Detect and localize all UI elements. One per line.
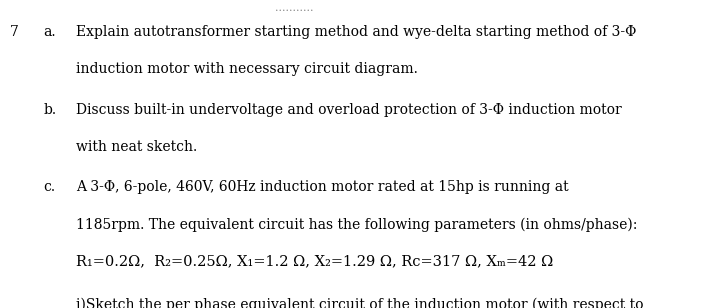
Text: 7: 7 [9, 25, 18, 38]
Text: ...........: ........... [275, 3, 313, 13]
Text: A 3-Φ, 6-pole, 460V, 60Hz induction motor rated at 15hp is running at: A 3-Φ, 6-pole, 460V, 60Hz induction moto… [76, 180, 568, 194]
Text: with neat sketch.: with neat sketch. [76, 140, 197, 154]
Text: R₁=0.2Ω,  R₂=0.25Ω, X₁=1.2 Ω, X₂=1.29 Ω, Rc=317 Ω, Xₘ=42 Ω: R₁=0.2Ω, R₂=0.25Ω, X₁=1.2 Ω, X₂=1.29 Ω, … [76, 254, 553, 268]
Text: i)Sketch the per phase equivalent circuit of the induction motor (with respect t: i)Sketch the per phase equivalent circui… [76, 297, 643, 308]
Text: b.: b. [43, 103, 56, 117]
Text: Discuss built-in undervoltage and overload protection of 3-Φ induction motor: Discuss built-in undervoltage and overlo… [76, 103, 622, 117]
Text: c.: c. [43, 180, 56, 194]
Text: Explain autotransformer starting method and wye-delta starting method of 3-Φ: Explain autotransformer starting method … [76, 25, 636, 38]
Text: a.: a. [43, 25, 56, 38]
Text: induction motor with necessary circuit diagram.: induction motor with necessary circuit d… [76, 62, 418, 75]
Text: 1185rpm. The equivalent circuit has the following parameters (in ohms/phase):: 1185rpm. The equivalent circuit has the … [76, 217, 637, 232]
